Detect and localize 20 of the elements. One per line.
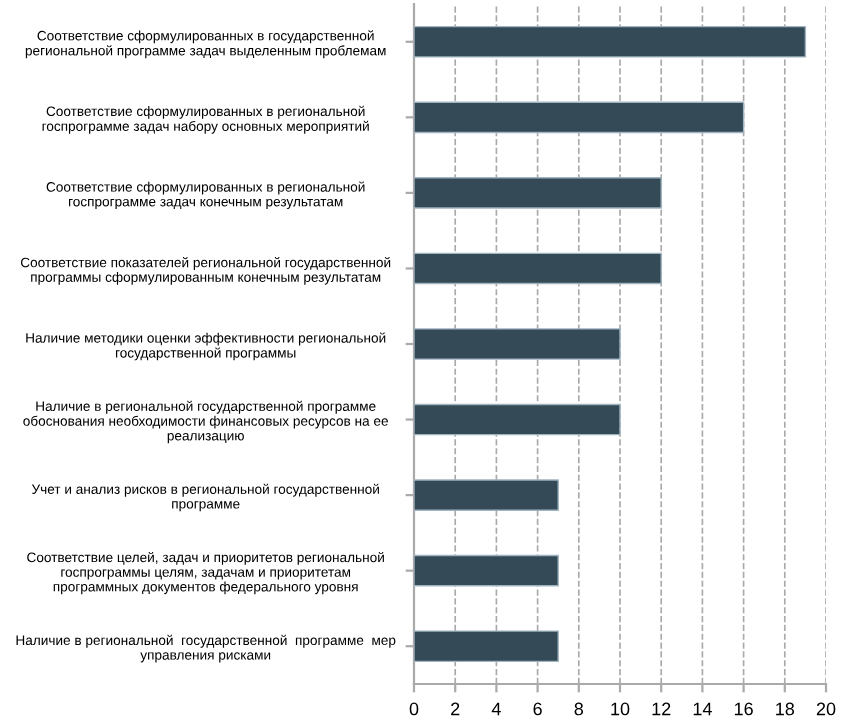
x-tick-label: 20 bbox=[816, 702, 836, 716]
bar bbox=[414, 177, 662, 209]
x-tick-label: 6 bbox=[533, 702, 542, 716]
bar bbox=[414, 554, 559, 587]
x-tick-label: 2 bbox=[451, 702, 460, 716]
bar bbox=[414, 479, 559, 511]
bar bbox=[414, 328, 621, 360]
x-tick-label: 14 bbox=[693, 702, 712, 716]
x-tick-label: 4 bbox=[491, 702, 501, 716]
bar bbox=[414, 25, 807, 58]
x-tick-label: 12 bbox=[652, 702, 671, 716]
bar bbox=[414, 403, 621, 436]
bar bbox=[414, 630, 559, 663]
x-tick-label: 10 bbox=[611, 702, 630, 716]
x-tick-label: 18 bbox=[776, 702, 795, 716]
x-tick-label: 8 bbox=[574, 702, 584, 716]
x-tick-label: 16 bbox=[734, 702, 753, 716]
bar bbox=[414, 252, 662, 285]
x-tick-label: 0 bbox=[409, 702, 419, 716]
bar bbox=[414, 101, 745, 134]
